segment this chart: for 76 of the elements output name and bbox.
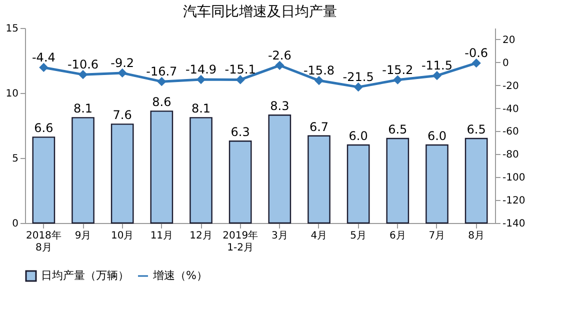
data-label: -0.6 [464, 46, 488, 60]
data-label: 8.3 [270, 99, 290, 114]
bar [426, 144, 448, 224]
bar [308, 135, 330, 224]
bar [268, 114, 292, 224]
bar [150, 110, 174, 224]
bar [110, 124, 134, 224]
x-tick-label: 11月 [150, 230, 174, 242]
x-tick-label: 5月 [350, 230, 367, 242]
point [118, 68, 127, 78]
x-tick-label: 9月 [74, 230, 92, 242]
point [236, 76, 244, 84]
data-label: -21.5 [342, 70, 374, 84]
y-tick-label: 5 [12, 154, 18, 164]
bar [32, 136, 56, 224]
bar [346, 144, 370, 224]
point [472, 58, 480, 68]
y-tick-label: 15 [6, 24, 18, 34]
x-tick-label: 2018年 8月 [26, 230, 62, 254]
data-label: -15.8 [303, 64, 335, 78]
data-label: -15.2 [382, 62, 414, 77]
legend-label: 增速（%） [152, 269, 208, 282]
data-label: 7.6 [112, 108, 132, 122]
y2-tick-label: -100 [502, 172, 526, 184]
data-label: 8.6 [152, 95, 172, 110]
bar [228, 140, 252, 224]
data-label: -14.9 [185, 62, 217, 77]
x-tick-label: 4月 [310, 230, 328, 242]
chart-title: 汽车同比增速及日均产量 [183, 4, 337, 20]
data-label: -16.7 [146, 64, 178, 79]
data-label: -2.6 [268, 48, 292, 62]
data-label: -10.6 [67, 58, 99, 72]
x-tick-label: 10月 [110, 230, 134, 242]
point [196, 75, 206, 84]
data-label: 8.1 [191, 102, 211, 116]
y2-tick-label: 0 [502, 58, 509, 69]
point [432, 71, 442, 80]
y-tick-label: 0 [12, 218, 18, 230]
bar [72, 117, 94, 224]
x-tick-label: 12月 [190, 230, 212, 242]
data-label: -15.1 [224, 62, 256, 77]
y2-tick-label: 20 [502, 34, 516, 46]
data-label: 6.0 [348, 129, 368, 143]
data-label: -11.5 [421, 58, 453, 73]
data-label: -9.2 [110, 56, 134, 70]
y2-tick-label: -20 [502, 80, 519, 92]
data-label: -4.4 [32, 50, 56, 64]
data-label: 6.5 [388, 122, 408, 136]
point [158, 77, 166, 86]
y2-tick-label: -60 [502, 126, 519, 138]
x-tick-label: 7月 [428, 230, 446, 242]
data-label: 6.7 [309, 120, 329, 134]
data-label: 6.3 [230, 125, 250, 140]
y-tick-label: 10 [6, 88, 18, 100]
point [314, 76, 324, 85]
point [40, 63, 48, 72]
data-label: 6.6 [34, 121, 54, 136]
x-tick-label: 2019年 1-2月 [222, 230, 258, 254]
y2-tick-label: -120 [502, 196, 526, 207]
x-tick-label: 6月 [389, 230, 406, 242]
point [78, 70, 88, 79]
y2-tick-label: -140 [502, 218, 526, 230]
point [354, 82, 362, 92]
legend-label: 日均产量（万辆） [41, 269, 129, 282]
bar [464, 138, 488, 224]
y2-tick-label: -40 [502, 104, 519, 115]
x-tick-label: 8月 [468, 230, 485, 242]
x-tick-label: 3月 [271, 230, 288, 242]
bar [386, 138, 410, 224]
data-label: 6.0 [427, 129, 447, 143]
bar [190, 117, 212, 224]
point [393, 76, 402, 84]
data-label: 8.1 [73, 102, 93, 116]
y2-tick-label: -80 [502, 150, 519, 161]
data-label: 6.5 [466, 122, 486, 136]
point [276, 61, 284, 70]
